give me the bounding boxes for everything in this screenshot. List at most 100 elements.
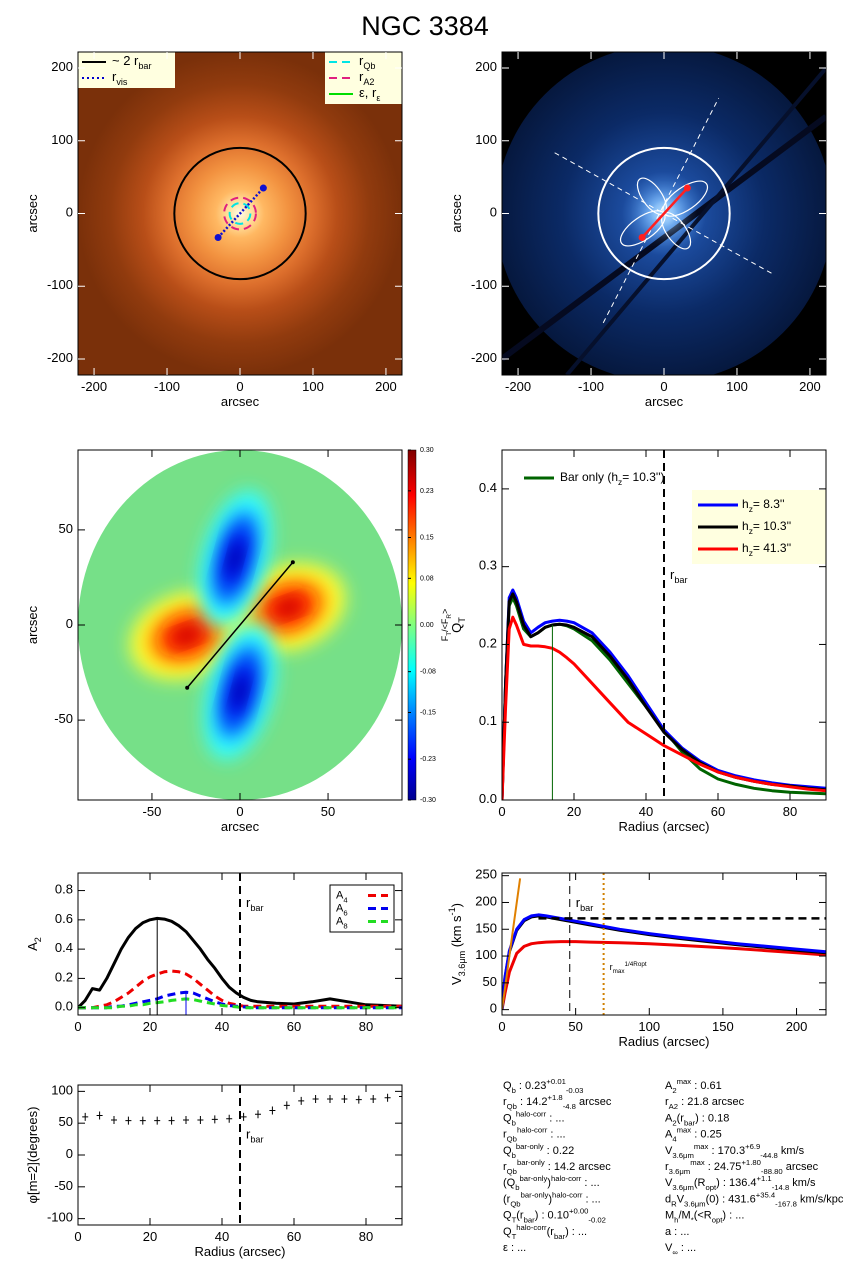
y-tick-label: 0: [490, 1001, 497, 1016]
parameter-line: rQbhalo-corr : ...: [503, 1125, 566, 1143]
radius-circle: [223, 196, 257, 231]
y-tick-label: 250: [475, 867, 497, 882]
colorbar-tick-label: -0.15: [420, 709, 436, 716]
point: [154, 1116, 161, 1125]
point: [355, 1095, 362, 1104]
colorbar-tick-label: 0.30: [420, 447, 434, 454]
plot-area: [502, 52, 826, 375]
colorbar-tick-label: 0.08: [420, 575, 434, 582]
legend-label: hz= 8.3'': [742, 497, 784, 514]
plot-area: [502, 873, 826, 1015]
colorbar-tick-label: -0.23: [420, 756, 436, 763]
y-axis-label: V3.6μm (km s-1): [447, 903, 467, 985]
bar-end: [683, 184, 691, 192]
parameter-line: r3.6μmmax : 24.75+1.80-88.80 arcsec: [665, 1158, 819, 1176]
parameter-line: Qb : 0.23+0.01-0.03: [503, 1077, 583, 1095]
x-tick-label: 40: [215, 1019, 229, 1034]
x-tick-label: 200: [799, 379, 821, 394]
x-tick-label: 50: [568, 1019, 582, 1034]
y-tick-label: 0.6: [55, 911, 73, 926]
point: [399, 1092, 402, 1101]
reference-label: rbar: [246, 1127, 264, 1145]
parameter-line: a : ...: [665, 1226, 689, 1238]
parameter-line: dRV3.6μm(0) : 431.6+35.4-167.8 km/s/kpc: [665, 1190, 844, 1208]
legend-label: ~ 2 rbar: [112, 53, 152, 71]
force-map: [78, 450, 402, 800]
series-line: [78, 997, 402, 1010]
map-lobe: [277, 599, 300, 616]
parameter-line: A2max : 0.61: [665, 1077, 722, 1095]
x-axis-label: Radius (arcsec): [194, 1244, 285, 1259]
series-line: [502, 878, 522, 1010]
plot-frame: [501, 449, 827, 801]
legend-label: ε, rε: [359, 85, 380, 103]
point: [298, 1096, 305, 1105]
x-tick-label: 20: [143, 1229, 157, 1244]
x-tick-label: 100: [726, 379, 748, 394]
parameter-line: QT(rbar) : 0.10+0.00-0.02: [503, 1206, 606, 1224]
point: [96, 1111, 103, 1120]
parameter-line: V3.6μmmax : 170.3+6.9-44.8 km/s: [665, 1141, 805, 1159]
bar-end: [638, 234, 646, 242]
x-tick-label: 200: [786, 1019, 808, 1034]
parameter-line: ε : ...: [503, 1242, 526, 1254]
colorbar-tick-label: 0.23: [420, 488, 434, 495]
x-tick-label: -100: [154, 379, 180, 394]
y-axis-label: arcsec: [25, 194, 40, 233]
y-tick-label: -200: [471, 350, 497, 365]
legend-label: A6: [336, 902, 348, 917]
point: [240, 1112, 247, 1121]
parameter-line: V3.6μm(Ropt) : 136.4+1.1-14.8 km/s: [665, 1174, 816, 1192]
y-tick-label: 0: [490, 205, 497, 220]
x-axis-label: arcsec: [221, 394, 260, 409]
point: [183, 1116, 189, 1124]
y-tick-label: 200: [475, 59, 497, 74]
x-tick-label: 0: [498, 1019, 505, 1034]
series-line: [502, 940, 826, 1010]
colorbar-tick-label: 0.00: [420, 622, 434, 629]
x-axis-label: Radius (arcsec): [618, 819, 709, 834]
parameter-line: Qbbar-only : 0.22: [503, 1141, 574, 1159]
x-tick-label: 0: [74, 1019, 81, 1034]
map-lobe: [229, 546, 241, 571]
plot-area: [78, 873, 402, 1015]
point: [197, 1116, 204, 1124]
plot-area: [78, 52, 402, 375]
parameter-line: Mh/M*(<Ropt) : ...: [665, 1210, 744, 1225]
y-tick-label: 0.0: [479, 791, 497, 806]
parameter-line: V∞ : ...: [665, 1242, 696, 1257]
y-tick-label: -100: [47, 278, 73, 293]
radius-circle: [597, 146, 731, 281]
y-tick-label: 50: [59, 521, 73, 536]
y-tick-label: 50: [59, 1115, 73, 1130]
parameter-line: A2(rbar) : 0.18: [665, 1112, 729, 1127]
y-tick-label: 150: [475, 921, 497, 936]
point: [384, 1093, 391, 1102]
plot-frame: [77, 872, 403, 1016]
reference-label: rmax1/4Ropt: [610, 961, 647, 975]
legend-box: [325, 52, 402, 104]
x-tick-label: 20: [567, 804, 581, 819]
y-tick-label: 100: [475, 132, 497, 147]
y-tick-label: 100: [51, 132, 73, 147]
legend-label: rvis: [112, 69, 128, 87]
y-tick-label: -50: [54, 1178, 73, 1193]
x-tick-label: 80: [783, 804, 797, 819]
x-tick-label: 100: [638, 1019, 660, 1034]
x-axis-label: arcsec: [645, 394, 684, 409]
y-tick-label: 200: [51, 59, 73, 74]
colorbar-tick-label: -0.30: [420, 797, 436, 804]
map-lobe: [175, 627, 198, 644]
x-tick-label: 60: [287, 1229, 301, 1244]
y-axis-label: QT: [449, 617, 467, 633]
y-tick-label: 0.1: [479, 714, 497, 729]
y-tick-label: 200: [475, 894, 497, 909]
dark-band: [502, 114, 826, 362]
y-tick-label: -50: [54, 712, 73, 727]
y-tick-label: 0.2: [55, 970, 73, 985]
point: [111, 1116, 117, 1124]
point: [125, 1116, 132, 1125]
y-tick-label: -100: [471, 278, 497, 293]
y-tick-label: -100: [47, 1210, 73, 1225]
